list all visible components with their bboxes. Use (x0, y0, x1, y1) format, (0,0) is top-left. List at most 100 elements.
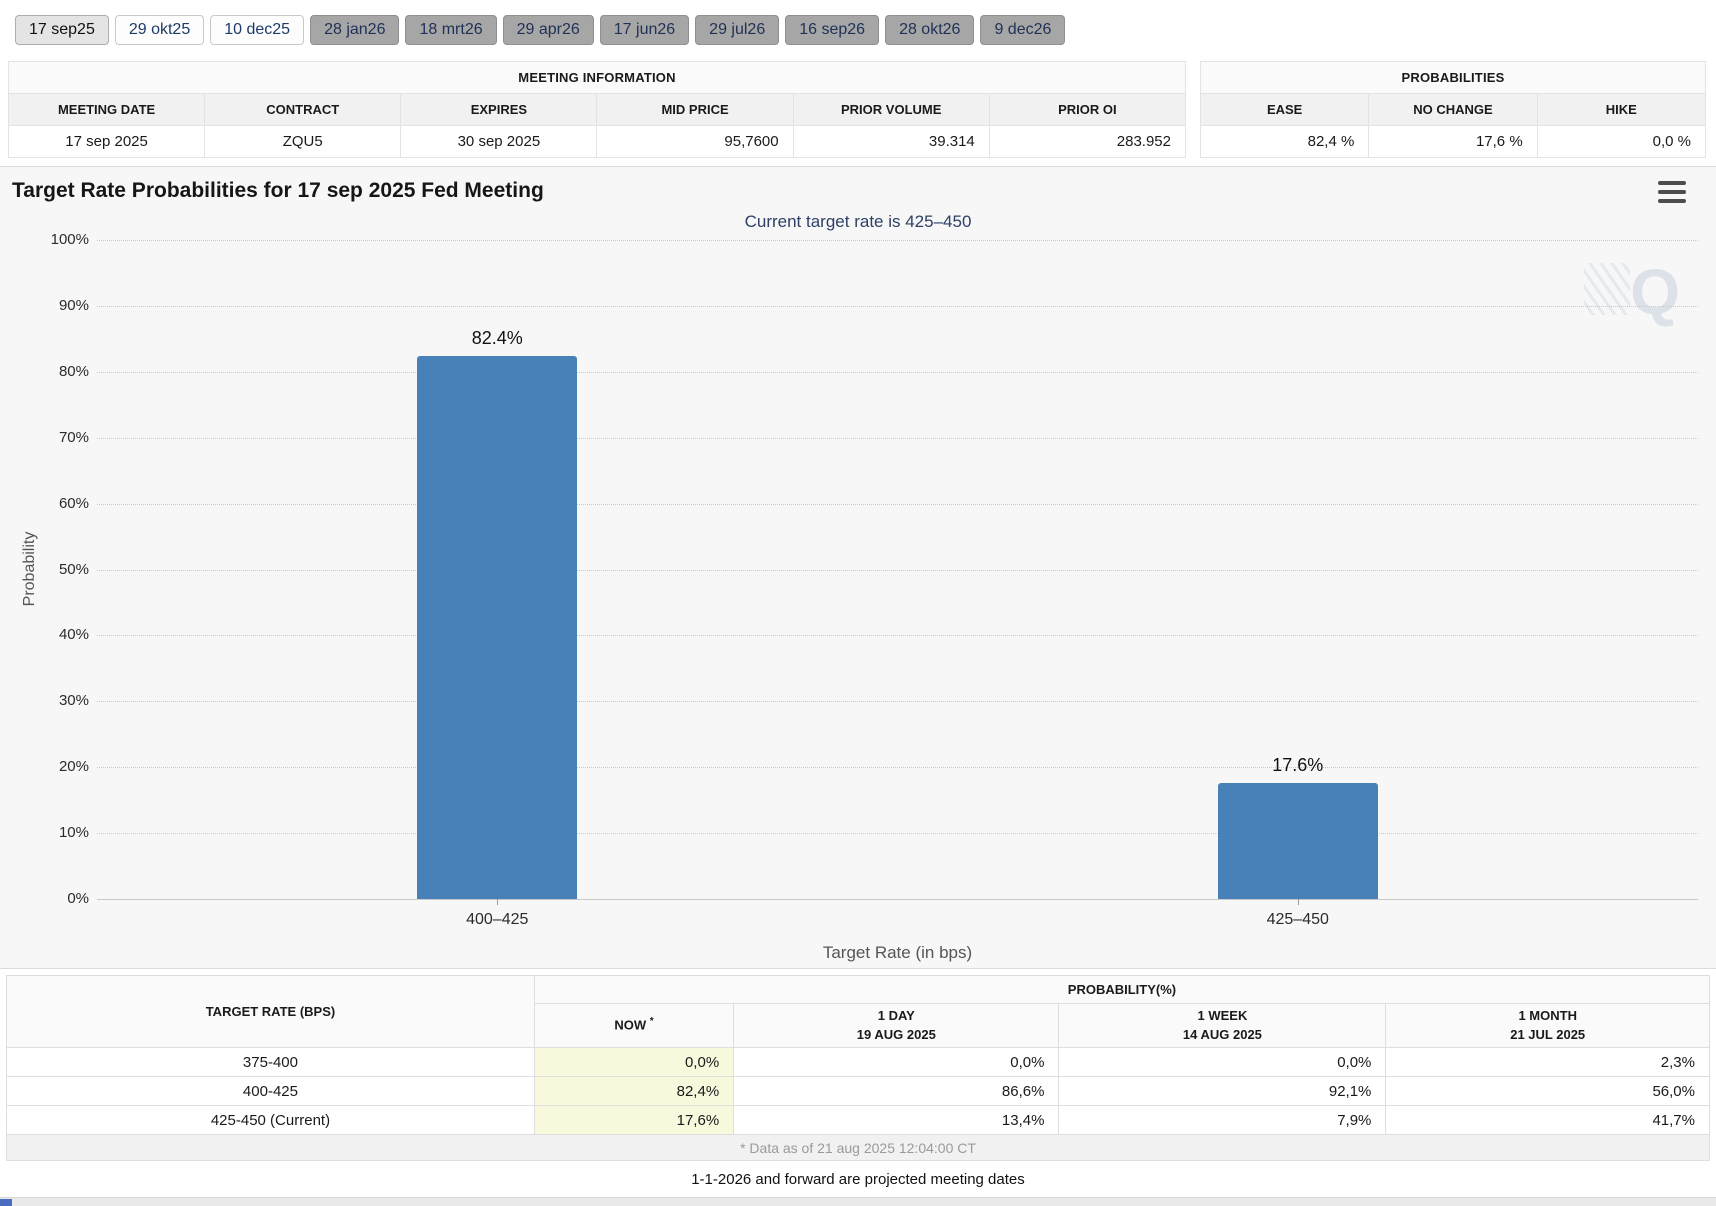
meeting-col-header: MID PRICE (596, 93, 794, 126)
bottom-strip (0, 1197, 1716, 1206)
chart-title: Target Rate Probabilities for 17 sep 202… (12, 179, 544, 202)
tab-meeting-date-28-okt26[interactable]: 28 okt26 (885, 15, 975, 45)
column-subheader-1-month: 1 MONTH 21 JUL 2025 (1385, 1003, 1710, 1048)
data-as-of-footnote: * Data as of 21 aug 2025 12:04:00 CT (6, 1134, 1710, 1161)
probability-bar (1217, 783, 1378, 899)
probabilities-col-header: HIKE (1536, 93, 1707, 126)
probability-cell: 92,1% (1058, 1076, 1387, 1106)
projected-dates-note: 1-1-2026 and forward are projected meeti… (0, 1161, 1716, 1197)
probability-history-table: TARGET RATE (BPS) PROBABILITY(%) NOW * 1 … (6, 975, 1711, 1161)
tab-meeting-date-10-dec25[interactable]: 10 dec25 (210, 15, 305, 45)
gridline (97, 305, 1698, 307)
column-subheader-1-week: 1 WEEK 14 AUG 2025 (1058, 1003, 1387, 1048)
meeting-value: 39.314 (792, 125, 990, 158)
x-axis-tick (497, 899, 499, 905)
chart-subtitle: Current target rate is 425–450 (744, 212, 972, 231)
meeting-col-header: PRIOR OI (988, 93, 1187, 126)
bottom-strip-blue-sliver (0, 1199, 12, 1206)
probability-cell: 13,4% (733, 1105, 1060, 1135)
probabilities-value: 17,6 % (1368, 125, 1538, 158)
tab-meeting-date-17-sep25[interactable]: 17 sep25 (15, 15, 109, 45)
x-axis-title: Target Rate (in bps) (822, 943, 973, 962)
gridline (97, 767, 1698, 769)
y-tick-label: 90% (58, 296, 89, 314)
x-axis-tick (1297, 899, 1299, 905)
tab-meeting-date-29-jul26[interactable]: 29 jul26 (695, 15, 780, 45)
probabilities-col-header: EASE (1199, 93, 1370, 126)
asterisk-marker: * (649, 1016, 654, 1028)
table-row: 400-425 82,4% 86,6% 92,1% 56,0% (6, 1076, 1710, 1106)
y-tick-label: 20% (58, 758, 89, 776)
meeting-value: 283.952 (988, 125, 1187, 158)
meeting-col-header: CONTRACT (204, 93, 402, 126)
probability-cell: 2,3% (1385, 1047, 1710, 1077)
y-tick-label: 70% (58, 428, 89, 446)
probabilities-value: 82,4 % (1199, 125, 1370, 158)
probabilities-title: PROBABILITIES (1200, 61, 1706, 94)
probability-cell: 41,7% (1385, 1105, 1710, 1135)
tab-meeting-date-29-okt25[interactable]: 29 okt25 (114, 15, 205, 45)
gridline (97, 635, 1698, 637)
target-rate-chart: Target Rate Probabilities for 17 sep 202… (0, 166, 1716, 969)
tab-meeting-date-16-sep26[interactable]: 16 sep26 (785, 15, 880, 45)
probability-cell: 0,0% (533, 1047, 735, 1077)
meeting-value: 17 sep 2025 (7, 125, 206, 158)
bar-value-label: 82.4% (471, 327, 523, 348)
bar-value-label: 17.6% (1272, 755, 1324, 776)
table-row: 375-400 0,0% 0,0% 0,0% 2,3% (6, 1047, 1710, 1077)
gridline (97, 240, 1698, 241)
probability-cell: 17,6% (533, 1105, 735, 1135)
tab-meeting-date-28-jan26[interactable]: 28 jan26 (310, 15, 400, 45)
probability-cell: 7,9% (1058, 1105, 1387, 1135)
plot-area: 82.4% 17.6% (97, 240, 1698, 900)
probabilities-col-header: NO CHANGE (1368, 93, 1538, 126)
column-subheader-1-day: 1 DAY 19 AUG 2025 (733, 1003, 1060, 1048)
y-tick-label: 40% (58, 626, 89, 644)
probability-cell: 0,0% (1058, 1047, 1387, 1077)
target-rate-cell: 400-425 (6, 1076, 535, 1106)
y-tick-label: 0% (67, 890, 89, 907)
gridline (97, 437, 1698, 439)
y-tick-label: 50% (58, 560, 89, 578)
y-tick-label: 10% (58, 824, 89, 842)
y-tick-label: 80% (58, 362, 89, 380)
y-tick-label: 60% (58, 494, 89, 512)
gridline (97, 371, 1698, 373)
probability-cell: 82,4% (533, 1076, 735, 1106)
tab-meeting-date-18-mrt26[interactable]: 18 mrt26 (405, 15, 497, 45)
meeting-information-title: MEETING INFORMATION (8, 61, 1186, 94)
meeting-value: 30 sep 2025 (400, 125, 598, 158)
y-tick-label: 100% (50, 231, 89, 248)
target-rate-cell: 425-450 (Current) (6, 1105, 535, 1135)
probability-cell: 0,0% (733, 1047, 1060, 1077)
meeting-col-header: PRIOR VOLUME (792, 93, 990, 126)
x-category-label: 425–450 (1266, 911, 1329, 928)
top-info-tables: MEETING INFORMATION MEETING DATE CONTRACT… (7, 61, 1708, 158)
tab-meeting-date-9-dec26[interactable]: 9 dec26 (980, 15, 1066, 45)
gridline (97, 833, 1698, 835)
watermark-q-logo: Q (1630, 256, 1680, 328)
probability-cell: 56,0% (1385, 1076, 1710, 1106)
column-subheader-now: NOW * (533, 1003, 735, 1048)
meeting-value: ZQU5 (204, 125, 402, 158)
meeting-date-tabs: 17 sep25 29 okt25 10 dec25 28 jan26 18 mrt26… (0, 0, 1716, 45)
target-rate-bps-header: TARGET RATE (BPS) (6, 975, 535, 1048)
tab-meeting-date-29-apr26[interactable]: 29 apr26 (502, 15, 594, 45)
meeting-col-header: EXPIRES (400, 93, 598, 126)
meeting-information-table: MEETING INFORMATION MEETING DATE CONTRACT… (7, 61, 1187, 158)
probability-bar (417, 355, 578, 899)
gridline (97, 569, 1698, 571)
meeting-value: 95,7600 (596, 125, 794, 158)
target-rate-cell: 375-400 (6, 1047, 535, 1077)
gridline (97, 701, 1698, 703)
x-axis-line (97, 899, 1698, 900)
probability-group-header: PROBABILITY(%) (533, 975, 1711, 1004)
tab-meeting-date-17-jun26[interactable]: 17 jun26 (599, 15, 690, 45)
probabilities-value: 0,0 % (1536, 125, 1707, 158)
meeting-col-header: MEETING DATE (7, 93, 206, 126)
hamburger-icon[interactable] (1658, 181, 1686, 203)
gridline (97, 503, 1698, 505)
x-category-label: 400–425 (466, 911, 529, 928)
table-row: 425-450 (Current) 17,6% 13,4% 7,9% 41,7% (6, 1105, 1710, 1135)
probability-cell: 86,6% (733, 1076, 1060, 1106)
